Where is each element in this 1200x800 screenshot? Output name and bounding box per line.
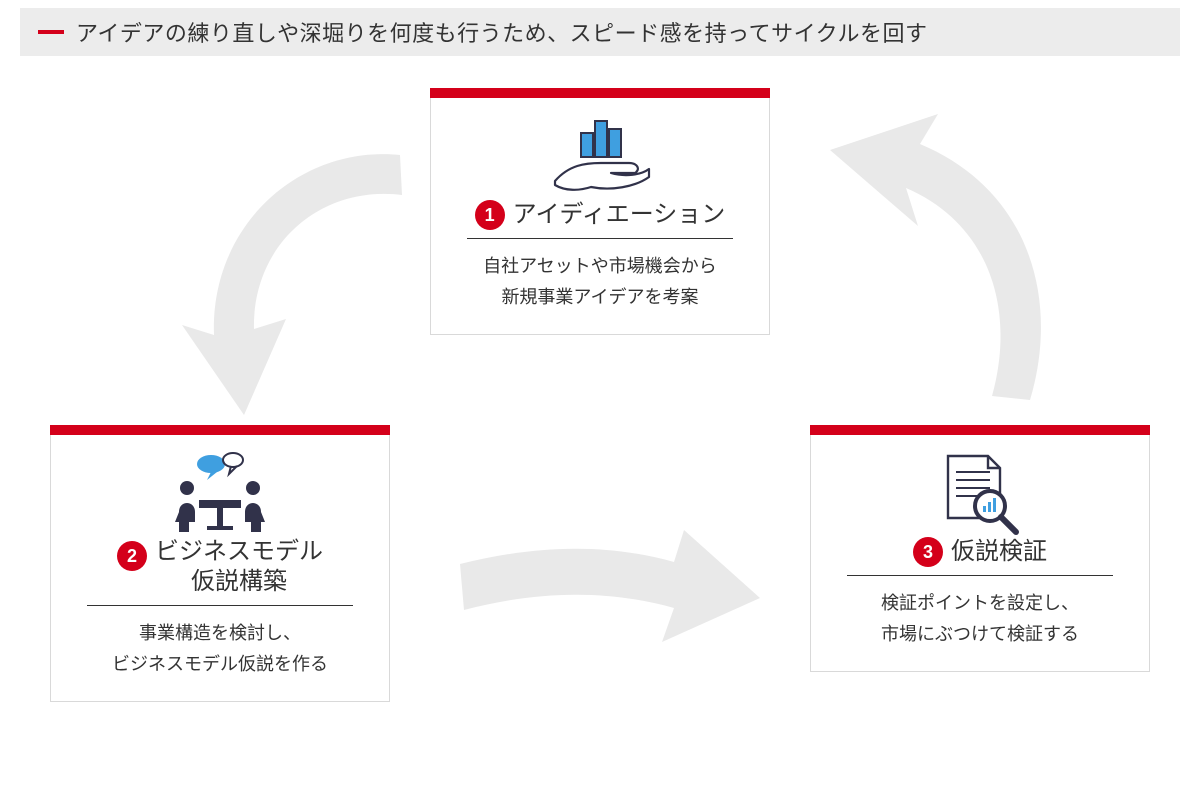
card-accent-bar (810, 425, 1150, 435)
meeting-icon (69, 449, 371, 537)
header-banner: アイデアの練り直しや深堀りを何度も行うため、スピード感を持ってサイクルを回す (20, 8, 1180, 56)
card-description: 事業構造を検討し、 ビジネスモデル仮説を作る (69, 618, 371, 679)
card-title: アイディエーション (513, 200, 726, 230)
title-separator (87, 605, 353, 606)
card-title: 仮説検証 (951, 537, 1047, 567)
card-accent-bar (430, 88, 770, 98)
step-number-badge: 1 (475, 200, 505, 230)
title-separator (847, 575, 1113, 576)
doc-search-icon (829, 449, 1131, 537)
cycle-arrow-right (790, 100, 1080, 430)
title-separator (467, 238, 733, 239)
card-description: 検証ポイントを設定し、 市場にぶつけて検証する (829, 588, 1131, 649)
card-ideation: 1 アイディエーション 自社アセットや市場機会から 新規事業アイデアを考案 (430, 88, 770, 335)
hand-chart-icon (449, 112, 751, 200)
cycle-arrow-left (170, 115, 430, 435)
header-text: アイデアの練り直しや深堀りを何度も行うため、スピード感を持ってサイクルを回す (76, 16, 927, 48)
card-description: 自社アセットや市場機会から 新規事業アイデアを考案 (449, 251, 751, 312)
cycle-arrow-bottom (430, 520, 770, 670)
step-number-badge: 2 (117, 541, 147, 571)
card-title: ビジネスモデル 仮説構築 (155, 537, 323, 597)
card-accent-bar (50, 425, 390, 435)
card-title-row: 2 ビジネスモデル 仮説構築 (69, 537, 371, 597)
card-business-model: 2 ビジネスモデル 仮説構築 事業構造を検討し、 ビジネスモデル仮説を作る (50, 425, 390, 702)
step-number-badge: 3 (913, 537, 943, 567)
header-accent-bar (38, 30, 64, 34)
card-title-row: 1 アイディエーション (449, 200, 751, 230)
card-validation: 3 仮説検証 検証ポイントを設定し、 市場にぶつけて検証する (810, 425, 1150, 672)
card-title-row: 3 仮説検証 (829, 537, 1131, 567)
